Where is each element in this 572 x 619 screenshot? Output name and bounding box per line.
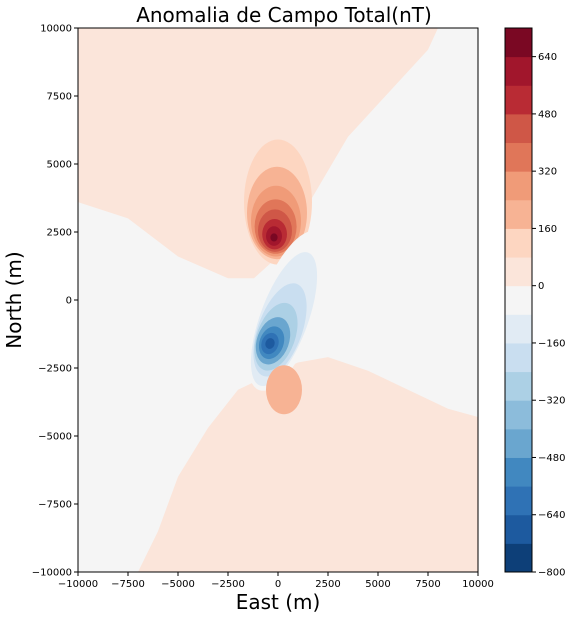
x-tick-label: 0	[275, 579, 281, 590]
y-axis-label: North (m)	[2, 251, 26, 348]
x-tick-label: 10000	[462, 579, 494, 590]
colorbar-band	[505, 199, 532, 229]
colorbar-band	[505, 314, 532, 344]
y-tick-label: 2500	[47, 228, 72, 239]
colorbar-tick-label: −160	[538, 338, 565, 349]
colorbar-tick-label: 160	[538, 224, 557, 235]
x-tick-label: −7500	[111, 579, 145, 590]
colorbar-band	[505, 400, 532, 430]
contour-plot-area	[78, 28, 478, 572]
colorbar-band	[505, 85, 532, 115]
y-tick-label: −10000	[32, 568, 72, 579]
colorbar-tick-label: 480	[538, 109, 557, 120]
y-tick-label: 5000	[47, 160, 72, 171]
y-tick-label: 10000	[40, 24, 72, 35]
negative-band-7	[265, 338, 275, 349]
colorbar-band	[505, 113, 532, 144]
colorbar-band	[505, 486, 532, 516]
colorbar-tick-label: 320	[538, 167, 557, 178]
positive-band-7	[270, 233, 278, 242]
colorbar-tick-label: 640	[538, 52, 557, 63]
colorbar-tick-label: −800	[538, 568, 565, 579]
colorbar-band	[505, 342, 532, 373]
chart-title: Anomalia de Campo Total(nT)	[136, 3, 432, 27]
y-tick-label: −7500	[38, 500, 72, 511]
colorbar-band	[505, 514, 532, 544]
y-tick-label: −2500	[38, 364, 72, 375]
x-tick-label: −2500	[211, 579, 245, 590]
colorbar-band	[505, 285, 532, 315]
colorbar-tick-label: 0	[538, 281, 544, 292]
colorbar-band	[505, 543, 532, 573]
x-axis-label: East (m)	[236, 590, 321, 614]
colorbar-band	[505, 428, 532, 458]
colorbar: −800 −640 −480 −320 −160 0 160 320 480 640	[504, 27, 565, 579]
y-axis-ticks: −10000 −7500 −5000 −2500 0 2500 5000 7500 10000	[32, 24, 78, 579]
x-tick-label: 7500	[415, 579, 440, 590]
x-tick-label: −10000	[58, 579, 98, 590]
y-tick-label: 7500	[47, 92, 72, 103]
colorbar-band	[505, 457, 532, 487]
x-tick-label: −5000	[161, 579, 195, 590]
colorbar-tick-label: −320	[538, 396, 565, 407]
colorbar-frame	[504, 27, 533, 573]
colorbar-band	[505, 257, 532, 287]
y-tick-label: −5000	[38, 432, 72, 443]
colorbar-band	[505, 171, 532, 201]
x-tick-label: 2500	[315, 579, 340, 590]
y-tick-label: 0	[66, 296, 72, 307]
colorbar-band	[505, 228, 532, 258]
positive-lobe-south	[138, 357, 478, 572]
colorbar-band	[505, 56, 532, 86]
colorbar-tick-label: −640	[538, 510, 565, 521]
secondary-positive-patch	[266, 365, 302, 415]
x-axis-ticks: −10000 −7500 −5000 −2500 0 2500 5000 7500 10000	[58, 572, 494, 590]
x-tick-label: 5000	[365, 579, 390, 590]
colorbar-band	[505, 371, 532, 401]
colorbar-band	[505, 28, 532, 58]
colorbar-band	[505, 142, 532, 172]
colorbar-tick-label: −480	[538, 453, 565, 464]
